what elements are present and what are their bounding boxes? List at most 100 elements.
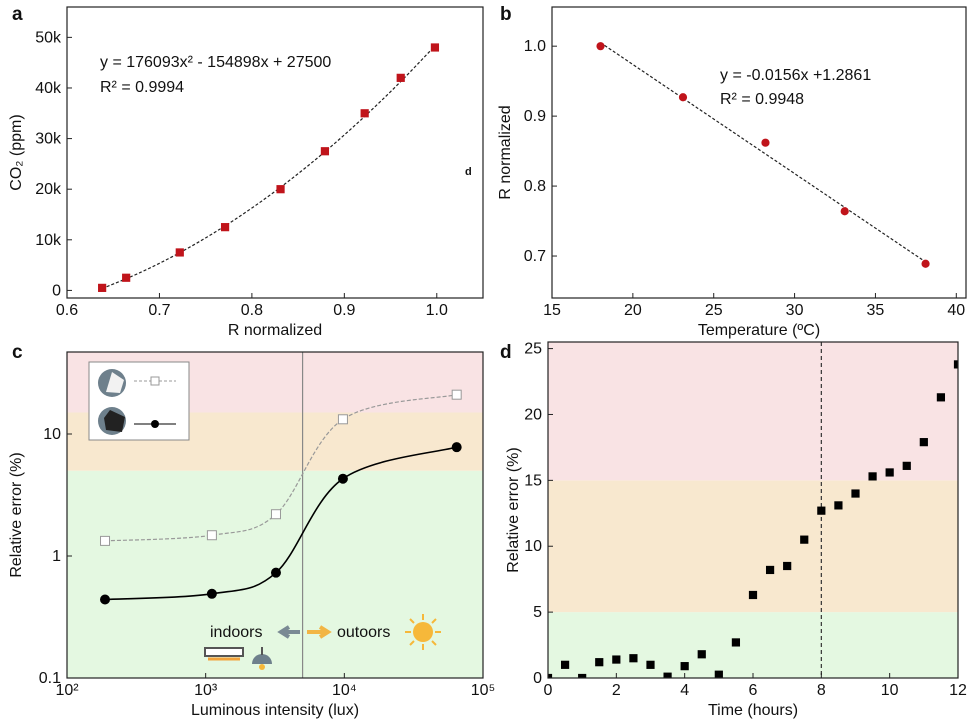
marker [596, 42, 605, 51]
arrow-outdoors [307, 625, 332, 639]
marker [765, 565, 775, 575]
y-tick-label: 50k [35, 29, 62, 46]
panel [596, 42, 930, 268]
x-tick-label: 0.9 [333, 302, 355, 319]
x-tick-label: 25 [705, 302, 723, 319]
x-axis-label: Temperature (ºC) [698, 322, 820, 339]
marker [629, 654, 638, 663]
annotation: y = 176093x² - 154898x + 27500 [100, 54, 331, 71]
lamp-icon [204, 647, 244, 657]
marker [885, 468, 894, 477]
y-tick-label: 5 [533, 604, 542, 621]
x-tick-label: 4 [680, 682, 689, 699]
marker [270, 509, 281, 520]
annotation: R² = 0.9948 [720, 91, 804, 108]
x-tick-label: 10 [881, 682, 899, 699]
marker [817, 506, 826, 515]
y-tick-label: 15 [524, 472, 542, 489]
annotation: y = -0.0156x +1.2861 [720, 67, 871, 84]
y-tick-label: 1 [52, 548, 61, 565]
sensor-light [106, 372, 124, 393]
y-axis-label: Relative error (%) [505, 447, 522, 572]
marker [953, 360, 958, 369]
marker [451, 389, 462, 400]
frame [66, 351, 484, 679]
y-axis-label: CO₂ (ppm) [8, 114, 25, 190]
y-tick-label: 10k [35, 232, 62, 249]
marker [697, 650, 706, 659]
marker [761, 138, 770, 147]
x-tick-label: 0.6 [56, 302, 78, 319]
marker [921, 259, 930, 268]
legend-marker [151, 420, 159, 428]
band [548, 480, 958, 613]
legend-inset [88, 361, 190, 441]
annotation: R² = 0.9994 [100, 79, 184, 96]
marker [451, 442, 462, 453]
marker [206, 588, 217, 599]
arrow-indoors [277, 625, 300, 639]
marker [748, 590, 758, 600]
y-tick-label: 0 [533, 670, 542, 687]
marker [595, 658, 604, 667]
series-line [104, 394, 457, 542]
x-tick-label: 10⁵ [471, 682, 495, 699]
sensor-dark [104, 410, 125, 432]
series-line [104, 446, 457, 601]
marker [337, 473, 348, 484]
band [548, 612, 958, 678]
marker [678, 93, 688, 102]
marker [936, 393, 946, 402]
y-tick-label: 0 [52, 282, 61, 299]
marker [337, 414, 348, 425]
x-tick-label: 30 [786, 302, 804, 319]
x-tick-label: 8 [817, 682, 826, 699]
panel [98, 43, 440, 292]
marker [578, 673, 587, 678]
x-tick-label: 0.8 [241, 302, 263, 319]
marker [122, 273, 131, 282]
y-axis-label: R normalized [497, 105, 514, 199]
y-tick-label: 25 [524, 341, 542, 358]
x-tick-label: 20 [624, 302, 642, 319]
y-tick-label: 10 [43, 426, 61, 443]
marker [98, 283, 107, 292]
marker [800, 535, 809, 544]
marker [783, 561, 792, 571]
x-tick-label: 0.7 [148, 302, 170, 319]
frame [66, 6, 484, 299]
x-tick-label: 1.0 [426, 302, 448, 319]
annotation: indoors [210, 624, 262, 641]
x-tick-label: 15 [543, 302, 561, 319]
marker [840, 207, 849, 216]
x-tick-label: 10³ [194, 682, 218, 699]
y-tick-label: 10 [524, 538, 542, 555]
marker [220, 223, 230, 232]
x-tick-label: 12 [949, 682, 967, 699]
y-tick-label: 20 [524, 406, 542, 423]
x-axis-label: R normalized [228, 322, 322, 339]
fit-line [101, 43, 438, 290]
bulb-light [259, 664, 265, 670]
y-tick-label: 0.8 [524, 178, 546, 195]
legend-marker [150, 376, 160, 386]
annotation: outoors [337, 624, 390, 641]
marker [396, 73, 405, 82]
bulb-icon [252, 654, 272, 664]
panel [548, 342, 958, 678]
frame [551, 6, 967, 299]
x-axis-label: Luminous intensity (lux) [191, 702, 359, 719]
marker [868, 472, 877, 481]
marker [834, 501, 843, 510]
y-tick-label: 1.0 [524, 38, 546, 55]
x-tick-label: 10² [55, 682, 79, 699]
marker [680, 662, 689, 671]
x-tick-label: 35 [867, 302, 885, 319]
sun-rays [405, 614, 441, 650]
x-axis-label: Time (hours) [708, 702, 798, 719]
x-tick-label: 6 [749, 682, 758, 699]
y-tick-label: 20k [35, 181, 62, 198]
y-tick-label: 30k [35, 131, 62, 148]
marker [276, 185, 285, 194]
marker [714, 670, 723, 678]
